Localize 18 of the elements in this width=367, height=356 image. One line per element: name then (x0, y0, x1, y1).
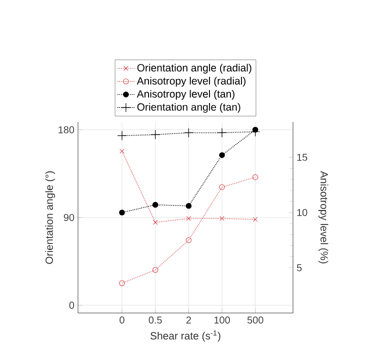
x-tick-label: 500 (247, 316, 264, 324)
y-axis-title: Orientation angle (°) (45, 171, 56, 264)
x-axis-title: Shear rate (s$^{-1}$) (150, 330, 220, 342)
y2-tick-label: 5 (296, 264, 302, 272)
y-tick-label: 180 (58, 126, 74, 134)
x-tick-label: 2 (186, 316, 191, 324)
legend-label: Orientation angle (tan) (137, 103, 240, 113)
y2-tick-label: 15 (297, 154, 308, 161)
x-tick-label: 100 (214, 316, 230, 324)
y2-tick-label: 10 (297, 209, 308, 216)
legend-label: Orientation angle (radial) (137, 64, 252, 74)
x-tick-label: 0 (120, 316, 124, 324)
legend-label: Anisotropy level (radial) (136, 76, 246, 87)
y2-axis-title: Anisotropy level (%) (318, 171, 328, 264)
legend-label: Anisotropy level (tan) (136, 90, 234, 100)
x-tick-label: 0.5 (148, 316, 162, 324)
y-tick-label: 90 (64, 214, 74, 222)
y-tick-label: 0 (69, 302, 74, 309)
